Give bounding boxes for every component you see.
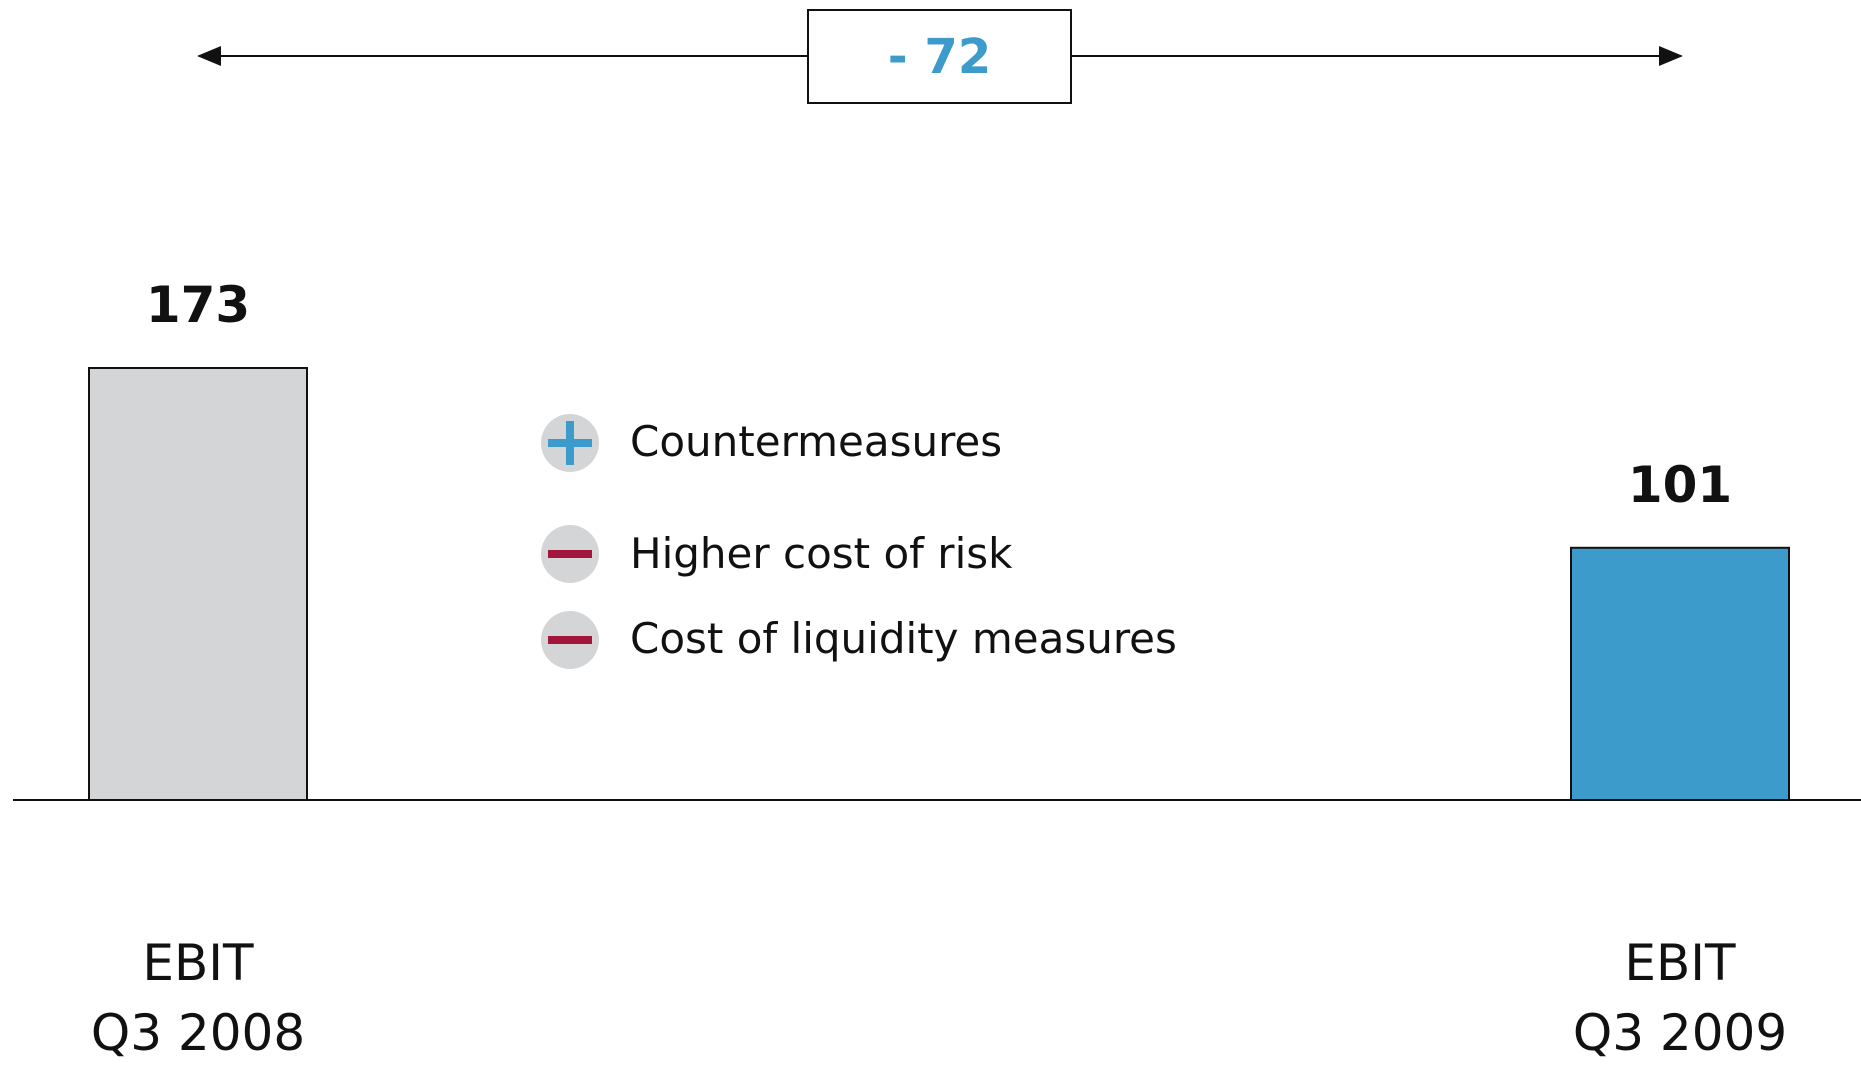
bar xyxy=(1570,546,1790,802)
value-label: 101 xyxy=(1627,455,1733,514)
factor-label: Cost of liquidity measures xyxy=(630,614,1177,663)
category-label: EBIT Q3 2008 xyxy=(90,934,306,1062)
factor-label: Higher cost of risk xyxy=(630,529,1013,578)
value-label: 173 xyxy=(145,276,251,334)
bar xyxy=(88,367,308,801)
factor-label: Countermeasures xyxy=(630,417,1003,466)
category-label: EBIT Q3 2009 xyxy=(1572,934,1788,1062)
difference-label: - 72 xyxy=(807,9,1072,104)
factor-icons xyxy=(541,414,599,669)
